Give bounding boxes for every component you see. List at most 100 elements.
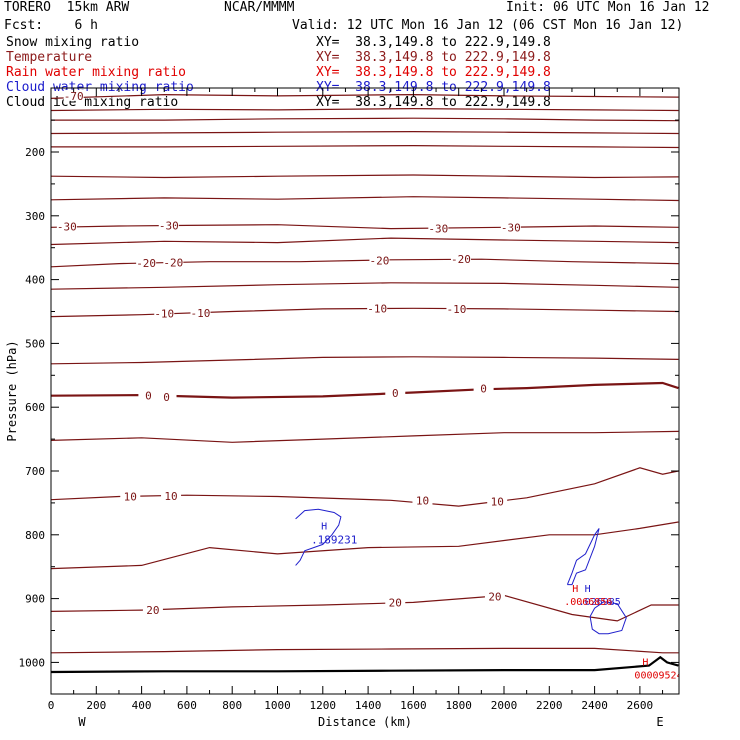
isotherm-line [51, 117, 679, 122]
isotherm-label: 20 [146, 604, 159, 617]
init-time: Init: 06 UTC Mon 16 Jan 12 [506, 0, 710, 15]
x-axis-title: Distance (km) [318, 715, 412, 729]
y-tick-label: 1000 [19, 656, 46, 669]
isotherm-label-bg [487, 495, 508, 507]
rain-max-marker: H [642, 657, 648, 668]
isotherm-label: -10 [154, 307, 174, 320]
model-title: TORERO 15km ARW [4, 0, 130, 15]
x-tick-label: 1000 [264, 699, 291, 712]
x-tick-label: 600 [177, 699, 197, 712]
x-tick-label: 2200 [536, 699, 563, 712]
isotherm-line [51, 174, 679, 179]
field-name: Temperature [6, 50, 93, 65]
isotherm-line [51, 144, 679, 149]
field-name: Cloud ice mixing ratio [6, 95, 179, 110]
cloud-water-max-marker: H [321, 521, 327, 532]
isotherm-line [51, 130, 679, 135]
isotherm-label: -30 [501, 221, 521, 234]
isotherm-label-bg [385, 596, 406, 608]
isotherm-line [51, 282, 679, 290]
isotherm-label: 10 [124, 491, 137, 504]
isotherm-line [51, 430, 679, 443]
x-tick-label: 1600 [400, 699, 427, 712]
x-tick-label: 1400 [355, 699, 382, 712]
isotherm-line [51, 107, 679, 112]
isotherm-label: 0 [163, 391, 170, 404]
isotherm-label-bg [63, 89, 84, 101]
isotherm-label: -10 [446, 303, 466, 316]
isotherm-label-bg [190, 306, 211, 318]
isotherm-label-bg [142, 604, 163, 616]
isotherm-label-bg [428, 222, 449, 234]
x-tick-label: 2400 [581, 699, 608, 712]
x-tick-label: 2000 [491, 699, 518, 712]
rain-max-value: 00009524 [634, 670, 682, 681]
x-tick-label: 800 [222, 699, 242, 712]
isotherm-label-bg [446, 302, 467, 314]
isotherm-label-bg [161, 489, 182, 501]
isotherm-line [51, 381, 679, 399]
y-tick-label: 400 [25, 274, 45, 287]
y-tick-label: 300 [25, 210, 45, 223]
isotherm-label-bg [385, 387, 406, 399]
y-tick-label: 800 [25, 529, 45, 542]
isotherm-label: -70 [64, 90, 84, 103]
x-tick-label: 1200 [310, 699, 337, 712]
x-tick-label: 400 [132, 699, 152, 712]
isotherm-label: -20 [136, 257, 156, 270]
isotherm-line [51, 594, 679, 622]
isotherm-label: 0 [145, 390, 152, 403]
y-tick-label: 200 [25, 146, 45, 159]
isotherm-label: 0 [480, 383, 487, 396]
isotherm-label: -30 [57, 221, 77, 234]
isotherm-line [51, 258, 679, 268]
isotherm-label: -30 [159, 219, 179, 232]
field-name: Rain water mixing ratio [6, 65, 187, 80]
isotherm-line [51, 467, 679, 507]
isotherm-line [51, 521, 679, 570]
isotherm-line [51, 224, 679, 230]
field-name: Snow mixing ratio [6, 35, 140, 50]
cloud-water-max-value: .026985 [579, 597, 621, 608]
field-xy-range: XY= 38.3,149.8 to 222.9,149.8 [316, 35, 551, 50]
isotherm-label-bg [367, 302, 388, 314]
isotherm-label: -20 [451, 253, 471, 266]
isotherm-label: -20 [163, 256, 183, 269]
isotherm-label-bg [136, 257, 157, 269]
isotherm-line [51, 196, 679, 202]
plot-area: -70 -30 -30 -30 -30 -20 -20 -20 -20 -10 -10 -10 -10 0… [51, 89, 682, 681]
field-xy-range: XY= 38.3,149.8 to 222.9,149.8 [316, 50, 551, 65]
isotherm-label: -20 [369, 254, 389, 267]
isotherm-label: 10 [164, 490, 177, 503]
isotherm-label: -10 [367, 302, 387, 315]
x-tick-label: 2600 [627, 699, 654, 712]
cloud-water-contour [589, 601, 627, 635]
isotherm-line [51, 307, 679, 318]
isotherm-label-bg [158, 219, 179, 231]
isotherm-label-bg [484, 590, 505, 602]
cloud-water-contour [566, 528, 600, 586]
cloud-water-contour [295, 508, 342, 566]
rain-max-value: .0066856 [564, 597, 612, 608]
surface-line [51, 655, 679, 674]
isotherm-label-bg [163, 256, 184, 268]
field-xy-range: XY= 38.3,149.8 to 222.9,149.8 [316, 65, 551, 80]
x-tick-label: 1800 [445, 699, 472, 712]
y-tick-label: 900 [25, 593, 45, 606]
isotherm-line [51, 647, 679, 654]
west-label: W [78, 715, 86, 729]
isotherm-label: 10 [491, 496, 504, 509]
isotherm-label: 10 [416, 494, 429, 507]
isotherm-line [51, 93, 679, 99]
isotherm-label-bg [120, 490, 141, 502]
isotherm-label: -30 [428, 223, 448, 236]
x-tick-label: 0 [48, 699, 55, 712]
isotherm-label-bg [450, 253, 471, 265]
forecast-hour: Fcst: 6 h [4, 18, 98, 33]
y-axis-title: Pressure (hPa) [5, 340, 19, 441]
isotherm-label-bg [154, 307, 175, 319]
plot-frame [50, 87, 680, 695]
isotherm-label-bg [156, 390, 177, 402]
field-xy-range: XY= 38.3,149.8 to 222.9,149.8 [316, 95, 551, 110]
